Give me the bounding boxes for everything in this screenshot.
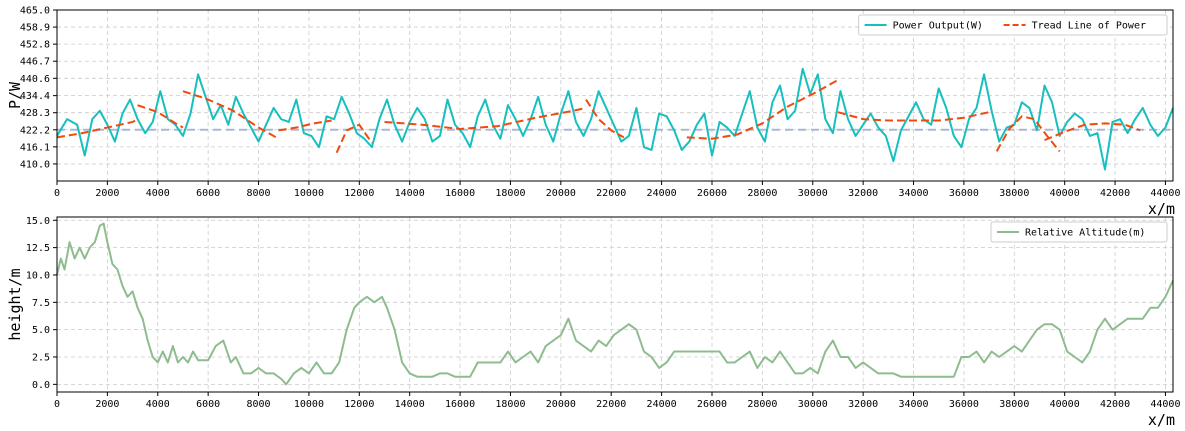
altitude-chart-x-tick-label: 14000: [395, 399, 425, 410]
power-chart-y-tick-label: 410.0: [20, 159, 50, 170]
power-chart-x-tick-label: 12000: [344, 188, 374, 199]
altitude-chart-x-tick-label: 4000: [146, 399, 170, 410]
power-chart-x-tick-label: 44000: [1150, 188, 1180, 199]
altitude-chart-x-tick-label: 2000: [95, 399, 119, 410]
altitude-chart-x-ticks: 0 2000 4000 6000 8000 10000 12000 14000 16000 180…: [54, 392, 1180, 410]
power-chart-y-tick-label: 465.0: [20, 6, 50, 17]
power-chart-trend-segment: [137, 104, 184, 129]
altitude-chart-x-tick-label: 30000: [798, 399, 828, 410]
power-chart-x-ticks: 0 2000 4000 6000 8000 10000 12000 14000 16000 180…: [54, 181, 1180, 199]
power-chart-x-tick-label: 8000: [246, 188, 270, 199]
power-chart-trend-segment: [1044, 122, 1141, 142]
altitude-chart-x-tick-label: 38000: [999, 399, 1029, 410]
altitude-chart-x-label: x/m: [1148, 411, 1175, 429]
power-chart-trend-segment: [384, 106, 587, 130]
power-chart-x-tick-label: 16000: [445, 188, 475, 199]
altitude-chart-x-tick-label: 32000: [848, 399, 878, 410]
altitude-chart-x-tick-label: 34000: [898, 399, 928, 410]
power-chart-trend-segment: [278, 119, 332, 132]
power-chart-y-tick-label: 458.9: [20, 23, 50, 34]
power-chart-series-line: [56, 67, 1174, 171]
power-chart-y-tick-label: 416.1: [20, 142, 50, 153]
altitude-chart-x-tick-label: 8000: [246, 399, 270, 410]
power-chart-trend-segment: [56, 118, 139, 139]
altitude-chart-x-tick-label: 18000: [495, 399, 525, 410]
altitude-chart-legend: Relative Altitude(m): [990, 221, 1168, 243]
power-chart-x-tick-label: 14000: [395, 188, 425, 199]
altitude-chart-x-tick-label: 20000: [546, 399, 576, 410]
altitude-chart-x-tick-label: 40000: [1050, 399, 1080, 410]
power-chart-x-tick-label: 20000: [546, 188, 576, 199]
power-chart-x-tick-label: 18000: [495, 188, 525, 199]
power-chart-trend-segment: [585, 99, 625, 139]
altitude-chart-x-tick-label: 0: [54, 399, 60, 410]
power-chart-x-tick-label: 4000: [146, 188, 170, 199]
altitude-chart-x-tick-label: 16000: [445, 399, 475, 410]
power-chart-y-ticks: 410.0 416.1 422.2 428.3 434.4 440.6 446.7 452.8…: [20, 6, 57, 170]
altitude-chart-series-line: [56, 222, 1174, 386]
altitude-chart-x-tick-label: 42000: [1100, 399, 1130, 410]
altitude-chart-y-label: height/m: [6, 268, 24, 340]
power-chart-x-tick-label: 30000: [798, 188, 828, 199]
altitude-chart-y-ticks: 0.0 2.5 5.0 7.5 10.0 12.5 15.0: [26, 216, 57, 391]
altitude-chart-x-tick-label: 22000: [596, 399, 626, 410]
altitude-chart-x-tick-label: 44000: [1150, 399, 1180, 410]
power-chart-y-label: P/W: [6, 81, 24, 109]
altitude-chart-y-tick-label: 7.5: [32, 298, 50, 309]
altitude-chart-x-tick-label: 24000: [647, 399, 677, 410]
power-chart-x-tick-label: 10000: [294, 188, 324, 199]
altitude-chart-y-tick-label: 12.5: [26, 243, 50, 254]
power-chart-legend-label: Tread Line of Power: [1032, 21, 1146, 32]
power-chart-x-tick-label: 32000: [848, 188, 878, 199]
power-chart-x-tick-label: 0: [54, 188, 60, 199]
power-chart-y-tick-label: 446.7: [20, 57, 50, 68]
power-chart-x-tick-label: 42000: [1100, 188, 1130, 199]
power-chart-trend-segment: [995, 115, 1061, 152]
power-chart-y-tick-label: 422.2: [20, 125, 50, 136]
altitude-chart-x-tick-label: 26000: [697, 399, 727, 410]
power-chart-trend-segment: [335, 123, 373, 154]
altitude-chart-frame: [56, 216, 1174, 393]
power-chart-y-tick-label: 428.3: [20, 108, 50, 119]
power-chart-x-tick-label: 6000: [196, 188, 220, 199]
altitude-chart-grid: [56, 217, 1173, 392]
power-chart-y-tick-label: 440.6: [20, 74, 50, 85]
altitude-chart-x-tick-label: 28000: [747, 399, 777, 410]
altitude-chart-y-tick-label: 5.0: [32, 325, 50, 336]
power-chart-y-tick-label: 434.4: [20, 91, 50, 102]
altitude-chart-y-tick-label: 10.0: [26, 270, 50, 281]
altitude-chart-y-tick-label: 2.5: [32, 353, 50, 364]
power-chart-series: [56, 67, 1174, 171]
power-chart-grid: [56, 9, 1173, 181]
power-chart-x-tick-label: 2000: [95, 188, 119, 199]
altitude-chart: 0 2000 4000 6000 8000 10000 12000 14000 16000 180…: [6, 216, 1180, 429]
power-chart-y-tick-label: 452.8: [20, 40, 50, 51]
power-chart-x-label: x/m: [1148, 200, 1175, 218]
power-chart: 0 2000 4000 6000 8000 10000 12000 14000 16000 180…: [6, 6, 1180, 219]
altitude-chart-x-tick-label: 6000: [196, 399, 220, 410]
power-chart-legend: Power Output(W) Tread Line of Power: [858, 14, 1168, 36]
altitude-chart-y-tick-label: 15.0: [26, 216, 50, 227]
power-chart-x-tick-label: 24000: [647, 188, 677, 199]
altitude-chart-x-tick-label: 36000: [949, 399, 979, 410]
power-chart-x-tick-label: 36000: [949, 188, 979, 199]
altitude-chart-legend-label: Relative Altitude(m): [1025, 228, 1145, 239]
power-chart-x-tick-label: 26000: [697, 188, 727, 199]
altitude-chart-x-tick-label: 10000: [294, 399, 324, 410]
power-chart-legend-label: Power Output(W): [893, 21, 983, 32]
altitude-chart-series: [56, 222, 1174, 386]
power-chart-trend-segment: [182, 90, 280, 140]
power-chart-x-tick-label: 38000: [999, 188, 1029, 199]
altitude-chart-y-tick-label: 0.0: [32, 380, 50, 391]
altitude-chart-legend-box: [990, 221, 1168, 243]
power-chart-x-tick-label: 22000: [596, 188, 626, 199]
power-chart-trend-segment: [686, 79, 839, 140]
power-chart-trend-segment: [837, 111, 990, 122]
power-chart-x-tick-label: 40000: [1050, 188, 1080, 199]
altitude-chart-x-tick-label: 12000: [344, 399, 374, 410]
power-chart-x-tick-label: 34000: [898, 188, 928, 199]
power-chart-x-tick-label: 28000: [747, 188, 777, 199]
